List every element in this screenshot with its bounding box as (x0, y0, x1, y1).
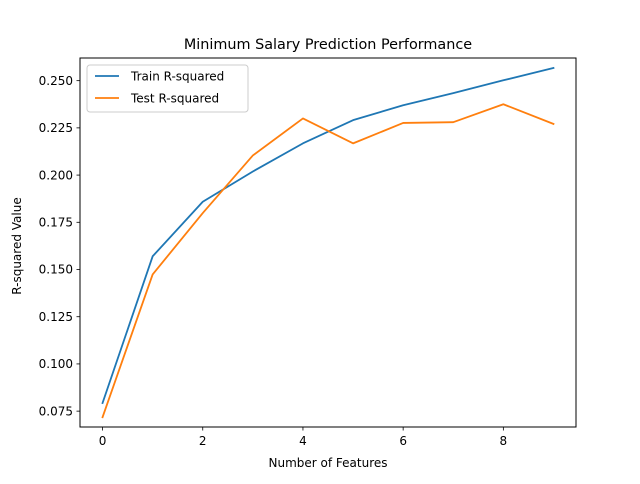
y-tick-label: 0.175 (39, 215, 73, 229)
x-tick-label: 4 (299, 434, 307, 448)
y-tick-label: 0.075 (39, 404, 73, 418)
y-tick-label: 0.125 (39, 310, 73, 324)
y-tick-label: 0.225 (39, 121, 73, 135)
legend-label: Test R-squared (130, 91, 219, 105)
plot-area-frame (79, 57, 577, 428)
series-lines (101, 66, 555, 419)
legend-entry: Test R-squared (95, 91, 219, 105)
legend-entry: Train R-squared (95, 69, 224, 83)
y-tick-label: 0.150 (39, 263, 73, 277)
x-axis-label: Number of Features (269, 456, 388, 470)
y-axis-label: R-squared Value (10, 197, 24, 294)
x-tick-label: 2 (199, 434, 207, 448)
axis-ticks: 0 2 4 6 8 0.075 0.100 0.125 0.150 0.175 0.200 0.225… (39, 74, 508, 448)
y-tick-label: 0.200 (39, 168, 73, 182)
x-tick-label: 6 (399, 434, 407, 448)
y-tick-label: 0.100 (39, 357, 73, 371)
x-tick-label: 8 (500, 434, 508, 448)
legend: Train R-squared Test R-squared (86, 64, 249, 113)
legend-frame (86, 64, 249, 113)
series-line-test (101, 103, 555, 419)
x-tick-label: 0 (99, 434, 107, 448)
legend-label: Train R-squared (130, 69, 224, 83)
y-tick-label: 0.250 (39, 74, 73, 88)
chart-title: Minimum Salary Prediction Performance (184, 37, 472, 53)
